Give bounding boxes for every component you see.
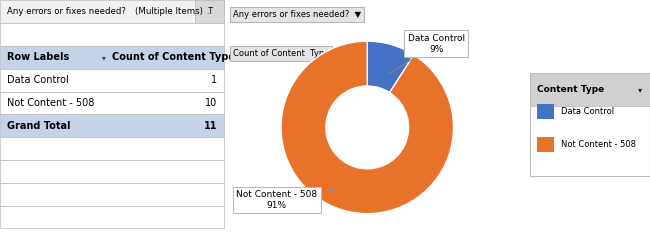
Text: Not Content - 508
91%: Not Content - 508 91% [236,190,334,210]
FancyBboxPatch shape [0,114,224,137]
FancyBboxPatch shape [0,92,224,114]
FancyBboxPatch shape [0,0,224,23]
FancyBboxPatch shape [530,74,650,176]
Text: Data Control: Data Control [6,75,68,85]
FancyBboxPatch shape [0,46,224,69]
Text: Content Type: Content Type [537,86,604,95]
FancyBboxPatch shape [0,183,224,206]
Wedge shape [281,41,454,214]
Text: 10: 10 [205,98,218,108]
FancyBboxPatch shape [530,74,650,106]
Bar [537,104,554,119]
Text: ▾: ▾ [638,86,642,95]
Text: Any errors or fixes needed?  ▼: Any errors or fixes needed? ▼ [233,10,361,19]
Text: (Multiple Items): (Multiple Items) [135,7,202,16]
FancyBboxPatch shape [0,23,224,46]
FancyBboxPatch shape [195,0,224,23]
FancyBboxPatch shape [0,137,224,160]
Bar [537,137,554,152]
Text: Count of Content  Type: Count of Content Type [233,49,330,58]
Text: ▾: ▾ [102,53,106,62]
FancyBboxPatch shape [0,206,224,228]
Text: Data Control: Data Control [561,107,614,116]
Text: Data Control
9%: Data Control 9% [389,34,465,74]
Text: 1: 1 [211,75,218,85]
Text: 11: 11 [204,121,218,131]
FancyBboxPatch shape [0,69,224,92]
Text: Not Content - 508: Not Content - 508 [6,98,94,108]
Wedge shape [367,41,414,93]
Text: .T: .T [206,7,213,16]
Text: Row Labels: Row Labels [6,52,69,62]
Text: Count of Content Type: Count of Content Type [112,52,235,62]
FancyBboxPatch shape [0,160,224,183]
Text: Grand Total: Grand Total [6,121,70,131]
Text: Not Content - 508: Not Content - 508 [561,140,636,149]
Text: Any errors or fixes needed?: Any errors or fixes needed? [6,7,125,16]
